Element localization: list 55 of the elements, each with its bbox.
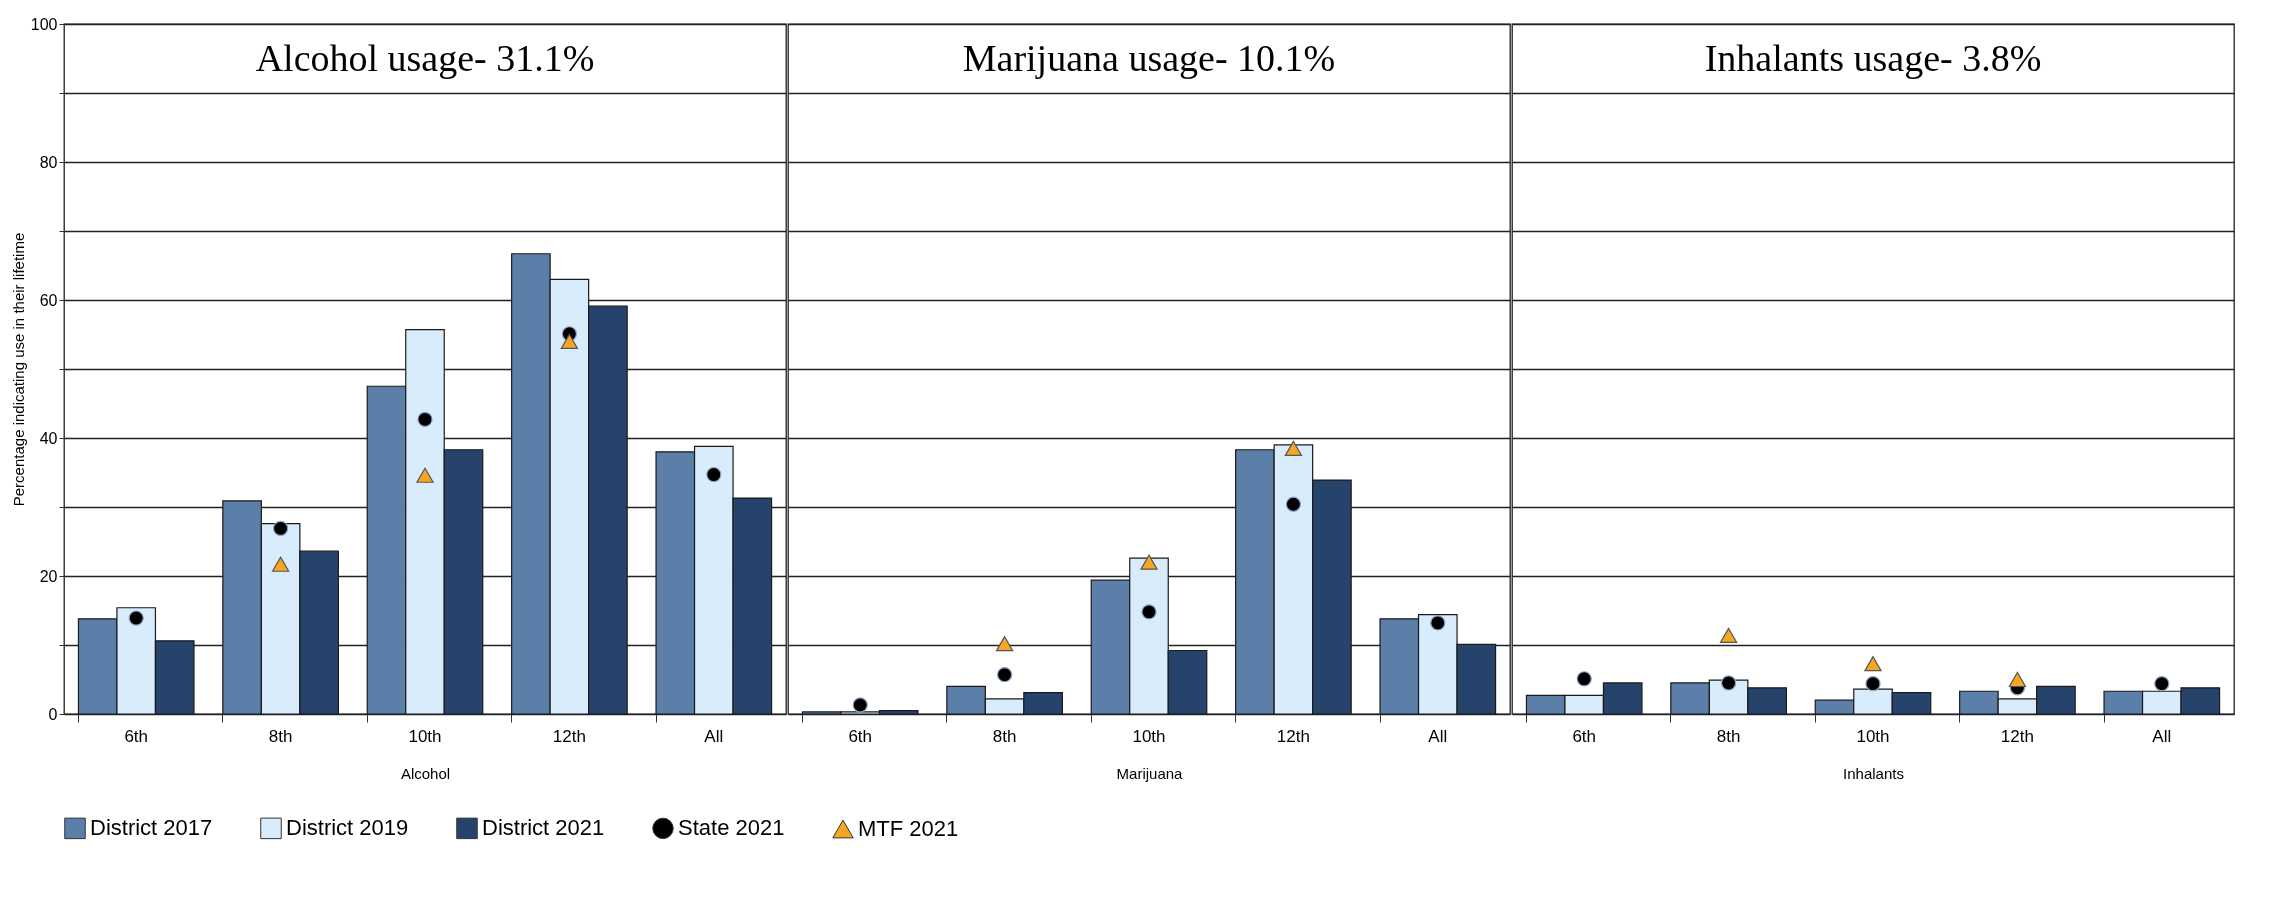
- point: [1720, 675, 1737, 691]
- x-tick-label: All: [2152, 726, 2172, 746]
- point: [1864, 656, 1882, 672]
- point: [1140, 554, 1158, 570]
- point: [1865, 675, 1881, 692]
- y-tick-label: 60: [39, 291, 58, 309]
- point: [271, 556, 290, 572]
- x-axis-title: Alcohol: [400, 764, 451, 782]
- x-tick-label: 8th: [1716, 726, 1741, 746]
- point: [2154, 675, 2170, 692]
- x-tick-label: 6th: [1572, 726, 1597, 746]
- point: [2008, 671, 2027, 688]
- legend-label: State 2021: [678, 815, 785, 841]
- x-tick-label: 10th: [1132, 726, 1166, 746]
- point: [1285, 496, 1302, 512]
- point: [1284, 440, 1303, 456]
- y-tick-label: 80: [39, 153, 58, 171]
- chart-title: Marijuana usage- 10.1%: [962, 37, 1336, 79]
- point: [416, 467, 434, 483]
- point: [1719, 627, 1738, 643]
- x-tick-label: 6th: [848, 726, 873, 746]
- y-tick-label: 20: [39, 567, 58, 585]
- point: [1141, 604, 1157, 620]
- x-tick-label: 10th: [408, 726, 442, 746]
- x-tick-label: 12th: [1276, 726, 1310, 746]
- legend-label: District 2021: [482, 815, 605, 841]
- y-tick-label: 0: [48, 705, 58, 723]
- x-axis-title: Inhalants: [1843, 764, 1904, 782]
- point: [272, 520, 289, 537]
- point: [995, 636, 1014, 652]
- x-tick-label: 6th: [124, 726, 149, 746]
- y-axis-title: Percentage indicating use in their lifetime: [9, 232, 27, 507]
- point: [417, 411, 433, 428]
- x-tick-label: All: [704, 726, 724, 746]
- chart-title: Alcohol usage- 31.1%: [255, 37, 595, 79]
- x-axis-title: Marijuana: [1116, 764, 1184, 782]
- legend-label: District 2019: [286, 815, 409, 841]
- x-tick-label: 8th: [268, 726, 293, 746]
- point: [560, 333, 579, 349]
- legend-label: MTF 2021: [858, 816, 959, 841]
- point: [1430, 615, 1446, 631]
- chart-title: Inhalants usage- 3.8%: [1704, 37, 2042, 79]
- legend-label: District 2017: [90, 815, 213, 841]
- point: [852, 697, 868, 713]
- x-tick-label: 12th: [552, 726, 586, 746]
- point: [996, 667, 1013, 683]
- x-tick-label: 10th: [1856, 726, 1890, 746]
- x-tick-label: 12th: [2000, 726, 2034, 746]
- x-tick-label: 8th: [992, 726, 1017, 746]
- point: [128, 610, 144, 626]
- point: [706, 466, 722, 483]
- y-tick-label: 100: [30, 15, 58, 33]
- x-tick-label: All: [1428, 726, 1448, 746]
- y-tick-label: 40: [39, 429, 58, 447]
- point: [1576, 671, 1592, 687]
